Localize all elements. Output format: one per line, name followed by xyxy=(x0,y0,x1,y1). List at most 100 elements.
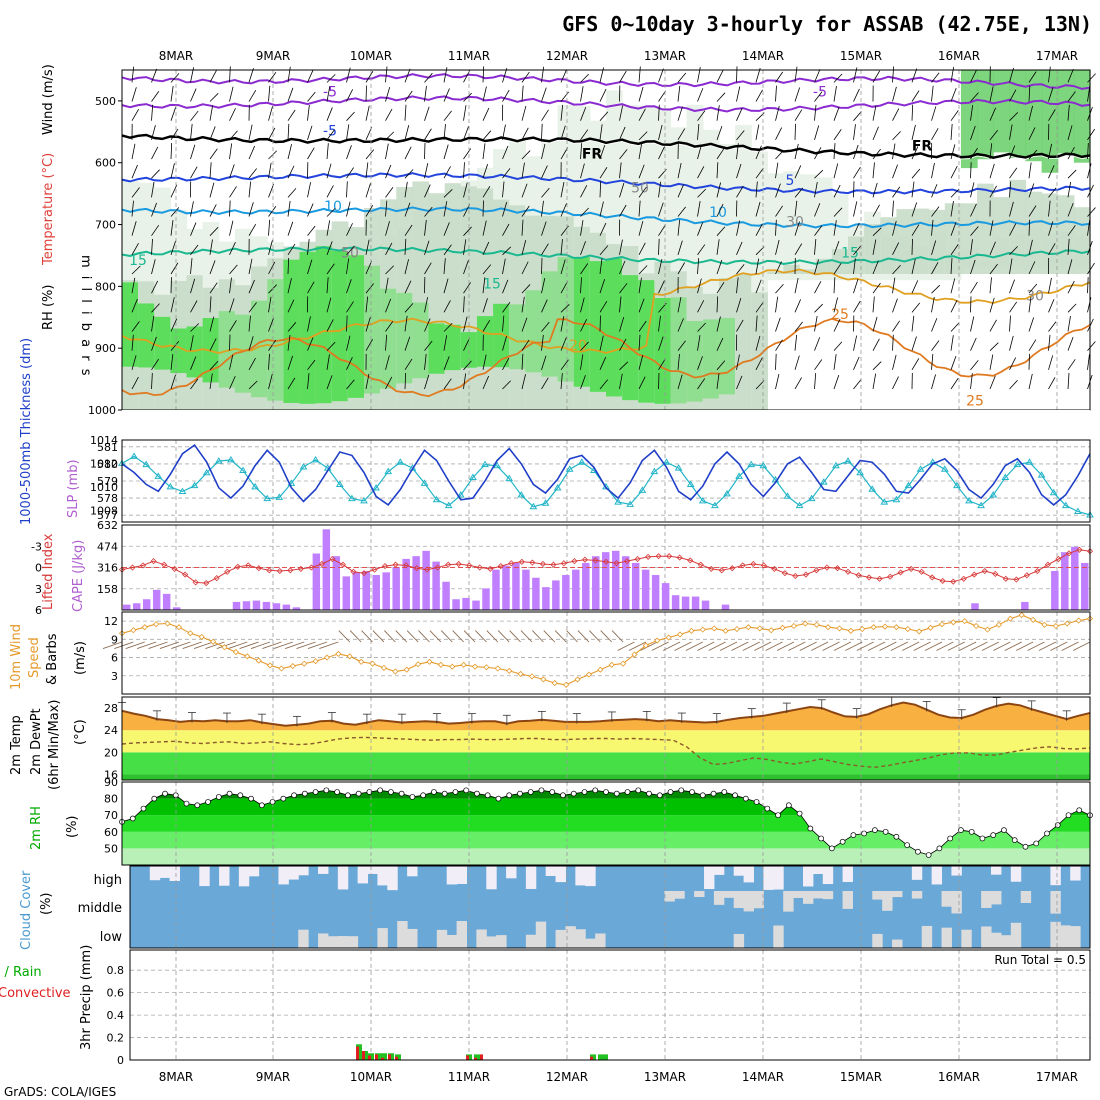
wind-speed-marker xyxy=(551,680,558,687)
wind-barb xyxy=(248,145,256,160)
wind-barb xyxy=(892,108,900,121)
precip-tick: 0.2 xyxy=(107,1032,125,1045)
wind-barb xyxy=(970,259,976,275)
wind-barb xyxy=(190,201,194,217)
wind-barb xyxy=(326,185,334,198)
cloud-low-gap xyxy=(407,928,418,948)
rh2m-marker xyxy=(248,795,254,802)
wind-barb xyxy=(365,204,374,217)
wind-barb xyxy=(1028,283,1038,294)
wind-barb xyxy=(1048,355,1054,370)
wind-barb xyxy=(872,105,877,121)
rh-green xyxy=(525,290,543,373)
wind-barb xyxy=(482,86,487,102)
wind-speed-marker xyxy=(426,658,433,665)
rh-label-box: RH (%) xyxy=(41,285,56,330)
slp-marker xyxy=(819,478,828,485)
wind-barb xyxy=(970,641,988,651)
slp-marker xyxy=(517,491,526,498)
slp-tick: 1008 xyxy=(90,504,118,517)
wind-barb xyxy=(229,200,231,217)
li-marker xyxy=(466,562,473,569)
wind-barb xyxy=(755,357,763,371)
li-marker xyxy=(213,575,220,582)
wind-barb xyxy=(755,315,758,332)
cape-bar xyxy=(472,600,480,610)
wind-barb xyxy=(697,378,706,390)
wind-barb xyxy=(209,182,215,198)
wind-barb xyxy=(482,277,486,294)
li-marker xyxy=(371,566,378,573)
rh2m-marker xyxy=(183,800,190,807)
wind-barb xyxy=(902,641,920,651)
cape-bar xyxy=(691,596,700,610)
wind-speed-marker xyxy=(859,625,866,633)
wind-barb xyxy=(892,242,900,256)
wind-barb xyxy=(307,125,313,140)
wind-barb xyxy=(1067,238,1070,255)
wind-barb xyxy=(229,143,233,160)
wind-barb xyxy=(182,641,202,650)
wind-barb xyxy=(170,85,174,102)
wind-barb xyxy=(346,379,355,390)
wind-barb xyxy=(833,240,840,255)
wind-barb xyxy=(1061,641,1079,651)
wind-barb xyxy=(151,358,159,371)
wind-barb xyxy=(151,202,157,217)
wind-barb xyxy=(775,105,780,121)
wind-barb xyxy=(307,373,310,390)
cloud-low-gap xyxy=(733,933,745,948)
cape-bar xyxy=(592,556,600,610)
wind-barb xyxy=(463,296,465,313)
wind-barb xyxy=(131,200,134,217)
wind-barb xyxy=(190,144,196,160)
rh2m-marker xyxy=(355,790,362,797)
rh2m-marker xyxy=(979,835,986,842)
wind-barb xyxy=(1028,162,1032,179)
wind-barb xyxy=(521,353,524,370)
rh2m-marker xyxy=(194,802,201,809)
precip-ylabel: 3hr Precip (mm) xyxy=(79,945,94,1050)
wind-barb xyxy=(151,336,157,351)
wind-barb xyxy=(716,373,720,390)
cape-bar xyxy=(621,556,630,610)
rh2m-marker xyxy=(345,792,351,799)
wind-barb xyxy=(993,641,1011,651)
wind-barb xyxy=(580,143,583,160)
wind-barb xyxy=(248,380,258,390)
wind-barb xyxy=(385,376,393,390)
wind-barb xyxy=(599,245,609,256)
cloud-row-label: middle xyxy=(78,901,122,916)
wind-barb xyxy=(794,243,803,256)
wind-barb xyxy=(170,374,176,390)
wind-barb xyxy=(736,107,743,121)
wind-barb xyxy=(365,85,367,102)
wind-barb xyxy=(911,315,915,332)
cloud-high-gap xyxy=(1070,866,1081,881)
rh2m-marker xyxy=(291,792,297,799)
wind-barb xyxy=(775,183,781,198)
wind-barb xyxy=(190,278,196,294)
wind-barb xyxy=(209,316,215,332)
wind-barb xyxy=(287,200,291,217)
wind-barb xyxy=(892,320,900,332)
wind-barb xyxy=(326,341,336,351)
wind-barb xyxy=(619,283,628,294)
wind-barb xyxy=(463,630,476,643)
wind-speed-marker xyxy=(494,665,501,672)
wind-speed-marker xyxy=(563,681,570,688)
wind-barb xyxy=(638,108,646,121)
cape-bar xyxy=(412,556,420,610)
wind-barb xyxy=(482,241,490,256)
slp-marker xyxy=(239,466,247,473)
li-marker xyxy=(1065,550,1073,557)
wind-barb xyxy=(385,164,392,179)
wind-barb xyxy=(599,88,607,102)
wind-barb xyxy=(970,281,978,294)
wind-barb xyxy=(151,238,153,255)
rh2m-marker xyxy=(925,852,932,858)
wind-barb xyxy=(677,318,684,332)
ytick-label: 500 xyxy=(95,95,116,108)
wind-barb xyxy=(950,244,959,256)
wind-barb xyxy=(892,334,894,351)
